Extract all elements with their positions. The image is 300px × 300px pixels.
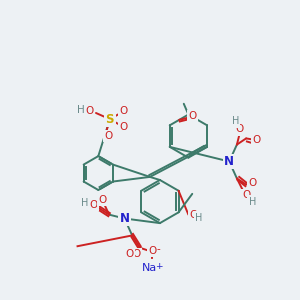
Text: N: N bbox=[224, 155, 234, 168]
Text: H: H bbox=[196, 213, 203, 223]
Text: H: H bbox=[232, 116, 239, 127]
Text: O: O bbox=[189, 210, 197, 220]
Text: O: O bbox=[86, 106, 94, 116]
Text: O: O bbox=[120, 122, 128, 132]
Text: -: - bbox=[157, 244, 160, 254]
Text: H: H bbox=[249, 196, 256, 206]
Text: O: O bbox=[148, 246, 156, 256]
Text: O: O bbox=[133, 249, 141, 259]
Text: O: O bbox=[242, 190, 250, 200]
Text: O: O bbox=[90, 200, 98, 210]
Text: +: + bbox=[154, 262, 162, 271]
Text: O: O bbox=[99, 195, 107, 205]
Text: O: O bbox=[120, 106, 128, 116]
Text: N: N bbox=[119, 212, 130, 225]
Text: S: S bbox=[106, 113, 114, 126]
Text: O: O bbox=[189, 111, 197, 121]
Text: Na: Na bbox=[142, 263, 157, 273]
Text: O: O bbox=[253, 135, 261, 145]
Text: O: O bbox=[125, 249, 133, 259]
Text: O: O bbox=[104, 131, 112, 141]
Text: H: H bbox=[81, 198, 88, 208]
Text: H: H bbox=[77, 105, 85, 115]
Text: O: O bbox=[236, 124, 244, 134]
Text: O: O bbox=[248, 178, 256, 188]
